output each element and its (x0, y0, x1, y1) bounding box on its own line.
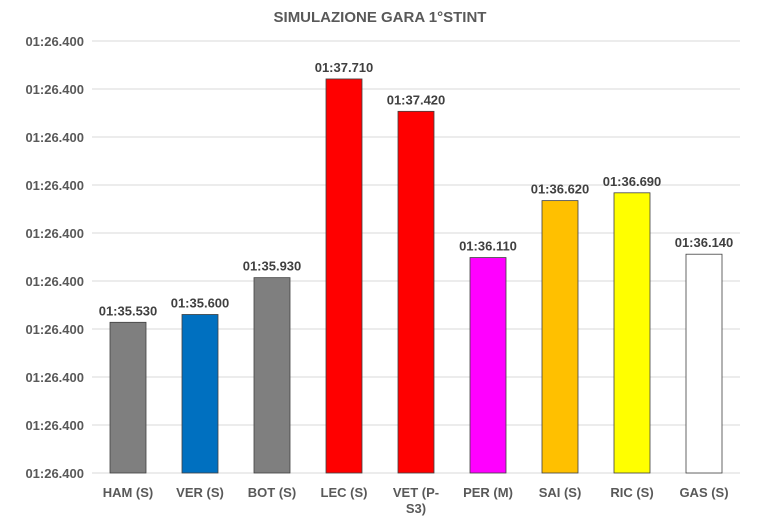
bar (541, 200, 579, 474)
y-tick-label: 01:26.400 (25, 226, 84, 241)
y-tick-label: 01:26.400 (25, 130, 84, 145)
y-tick-label: 01:26.400 (25, 82, 84, 97)
data-label: 01:35.930 (243, 259, 302, 274)
data-label: 01:36.690 (603, 174, 662, 189)
bar (253, 277, 291, 474)
x-tick-label: VER (S) (176, 485, 224, 500)
y-tick-label: 01:26.400 (25, 34, 84, 49)
y-tick-label: 01:26.400 (25, 274, 84, 289)
data-label: 01:35.600 (171, 295, 230, 310)
bar (685, 253, 723, 474)
bar (469, 257, 507, 474)
data-label: 01:36.110 (459, 239, 517, 254)
y-tick-label: 01:26.400 (25, 322, 84, 337)
bar (325, 78, 363, 474)
x-tick-label: LEC (S) (321, 485, 368, 500)
x-tick-label: HAM (S) (103, 485, 154, 500)
x-tick-label: RIC (S) (610, 485, 653, 500)
x-tick-label: S3) (406, 501, 426, 516)
y-tick-label: 01:26.400 (25, 370, 84, 385)
x-tick-label: SAI (S) (539, 485, 582, 500)
bar (397, 110, 435, 474)
y-tick-label: 01:26.400 (25, 418, 84, 433)
data-label: 01:36.620 (531, 182, 590, 197)
data-label: 01:37.710 (315, 60, 374, 75)
y-tick-label: 01:26.400 (25, 178, 84, 193)
x-tick-label: VET (P- (393, 485, 439, 500)
x-tick-label: BOT (S) (248, 485, 296, 500)
y-tick-label: 01:26.400 (25, 466, 84, 481)
bar (613, 192, 651, 474)
x-tick-label: GAS (S) (679, 485, 728, 500)
bar (109, 321, 147, 474)
data-label: 01:35.530 (99, 303, 158, 318)
x-tick-label: PER (M) (463, 485, 513, 500)
chart-title: SIMULAZIONE GARA 1°STINT (274, 9, 487, 26)
data-label: 01:37.420 (387, 92, 446, 107)
bar (181, 314, 219, 474)
data-label: 01:36.140 (675, 235, 734, 250)
